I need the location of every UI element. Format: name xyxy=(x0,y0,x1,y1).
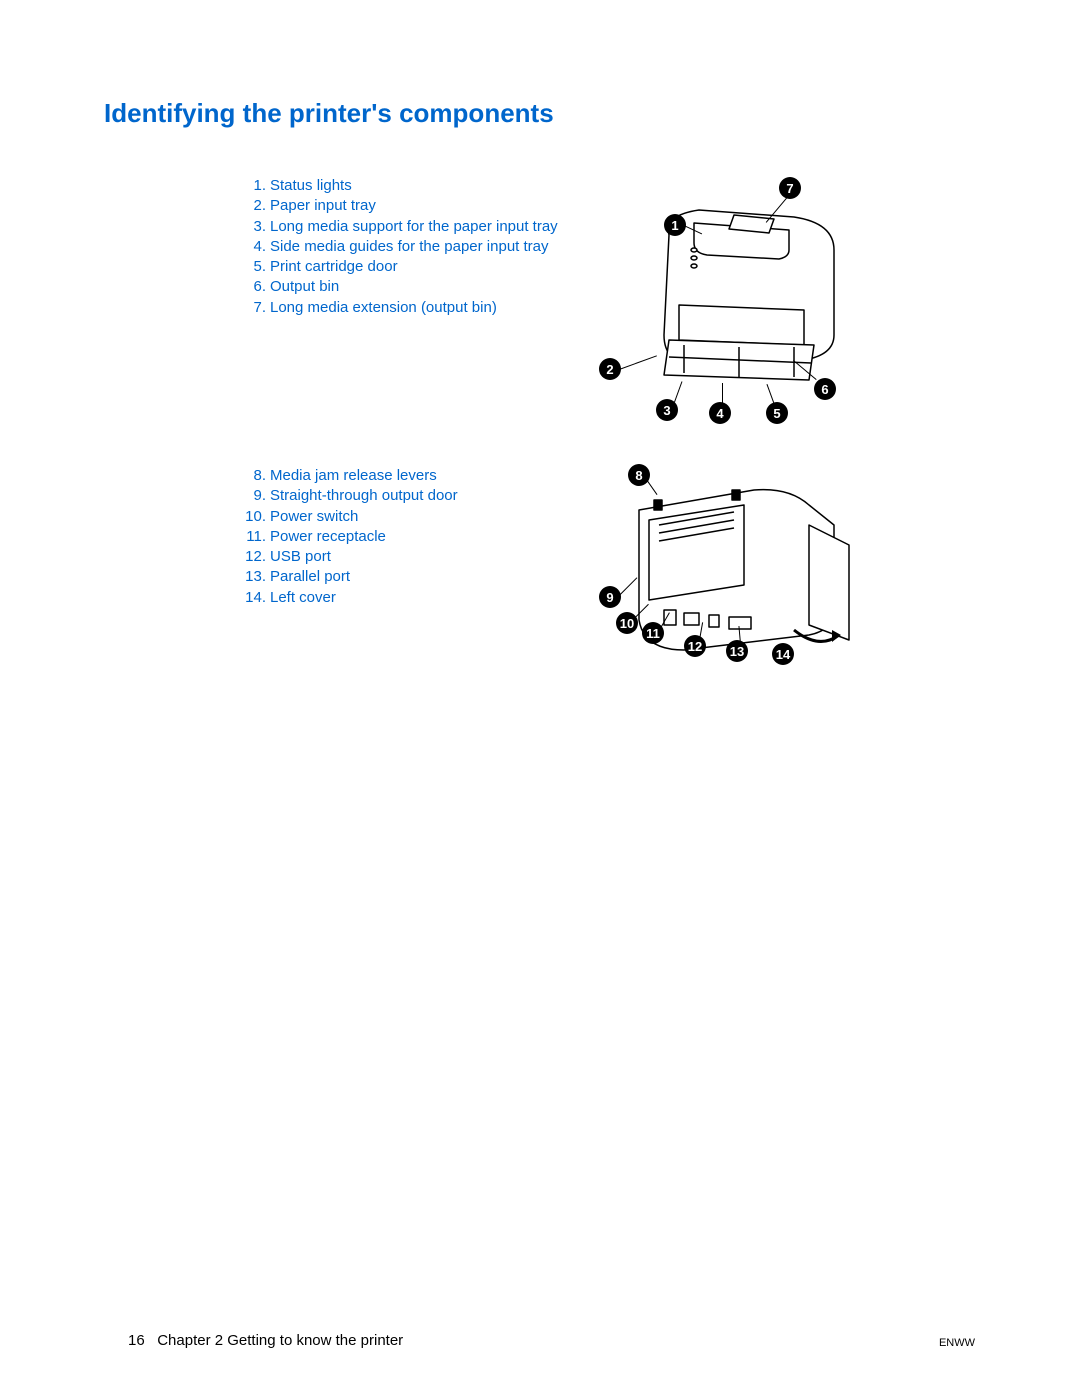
callout-1: 1 xyxy=(664,214,686,236)
list-number: 12. xyxy=(244,547,266,567)
list-label: Power switch xyxy=(270,508,358,525)
callout-10: 10 xyxy=(616,612,638,634)
list-number: 6. xyxy=(244,277,266,297)
list-label: Long media support for the paper input t… xyxy=(270,218,558,235)
list-number: 7. xyxy=(244,298,266,318)
list-number: 1. xyxy=(244,176,266,196)
page-number: 16 xyxy=(128,1332,145,1349)
callout-14: 14 xyxy=(772,643,794,665)
diagram-front: 1 2 3 4 5 6 7 xyxy=(584,170,894,420)
list-label: Media jam release levers xyxy=(270,467,437,484)
callout-8: 8 xyxy=(628,464,650,486)
list-number: 3. xyxy=(244,217,266,237)
footer-left: 16 Chapter 2 Getting to know the printer xyxy=(128,1332,403,1349)
list-number: 11. xyxy=(244,527,266,547)
component-list-front: 1.Status lights 2.Paper input tray 3.Lon… xyxy=(244,176,558,318)
list-label: Output bin xyxy=(270,278,339,295)
list-label: Straight-through output door xyxy=(270,487,458,504)
callout-11: 11 xyxy=(642,622,664,644)
callout-3: 3 xyxy=(656,399,678,421)
callout-5: 5 xyxy=(766,402,788,424)
list-label: Power receptacle xyxy=(270,528,386,545)
component-list-rear: 8.Media jam release levers 9.Straight-th… xyxy=(244,466,458,608)
list-number: 9. xyxy=(244,486,266,506)
callout-12: 12 xyxy=(684,635,706,657)
list-label: USB port xyxy=(270,548,331,565)
list-label: Paper input tray xyxy=(270,197,376,214)
chapter-label: Chapter 2 Getting to know the printer xyxy=(157,1332,403,1349)
footer-right: ENWW xyxy=(939,1337,975,1349)
callout-6: 6 xyxy=(814,378,836,400)
list-number: 10. xyxy=(244,507,266,527)
callout-13: 13 xyxy=(726,640,748,662)
callout-9: 9 xyxy=(599,586,621,608)
list-label: Print cartridge door xyxy=(270,258,398,275)
callout-7: 7 xyxy=(779,177,801,199)
list-label: Left cover xyxy=(270,589,336,606)
list-label: Side media guides for the paper input tr… xyxy=(270,238,549,255)
diagram-rear: 8 9 10 11 12 13 14 xyxy=(584,460,894,680)
list-label: Parallel port xyxy=(270,568,350,585)
list-number: 5. xyxy=(244,257,266,277)
callout-4: 4 xyxy=(709,402,731,424)
page-title: Identifying the printer's components xyxy=(104,98,554,129)
list-number: 4. xyxy=(244,237,266,257)
callout-2: 2 xyxy=(599,358,621,380)
list-number: 14. xyxy=(244,588,266,608)
list-number: 8. xyxy=(244,466,266,486)
list-label: Status lights xyxy=(270,177,352,194)
list-number: 2. xyxy=(244,196,266,216)
list-label: Long media extension (output bin) xyxy=(270,299,497,316)
list-number: 13. xyxy=(244,567,266,587)
